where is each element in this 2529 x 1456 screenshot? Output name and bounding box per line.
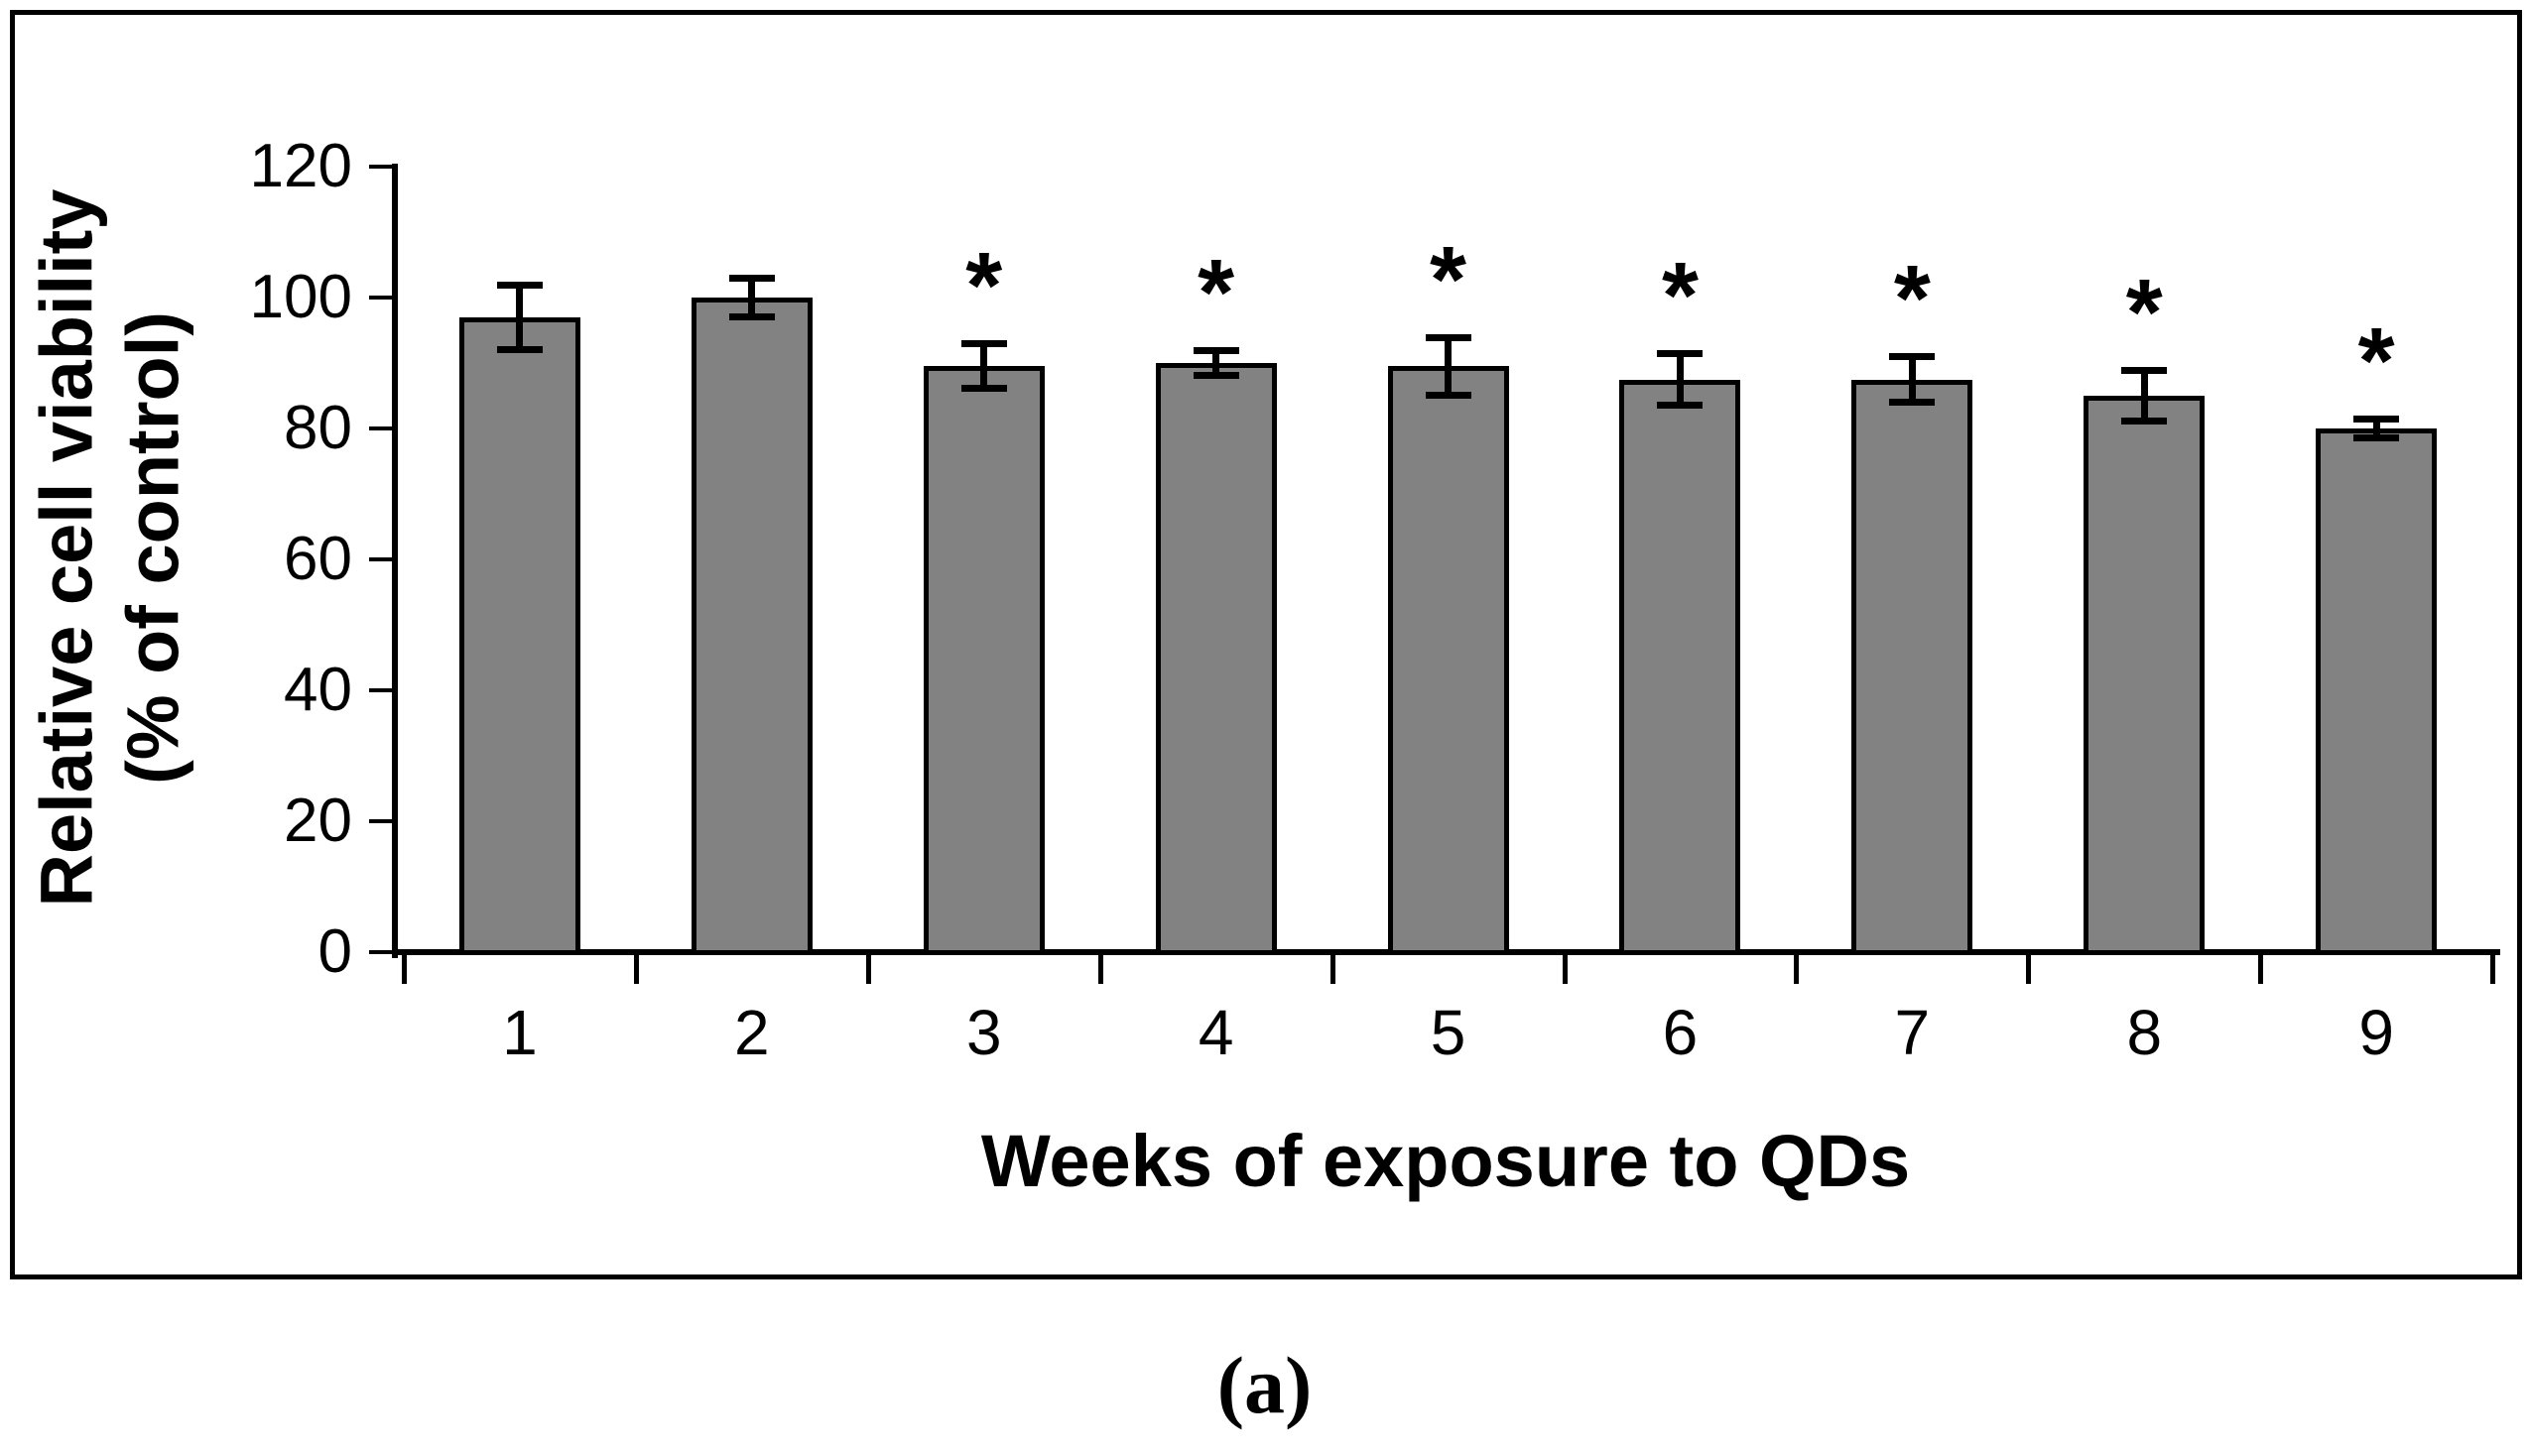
x-tick [2026,952,2032,984]
y-tick [369,296,393,300]
y-tick-label: 80 [284,394,352,462]
y-tick-label: 100 [249,263,352,331]
y-tick [369,688,393,692]
error-bar-line [2140,369,2148,423]
error-bar-cap-bottom [960,385,1007,393]
error-bar-cap-bottom [496,345,543,353]
significance-asterisk: * [1893,246,1931,352]
significance-asterisk: * [2357,308,2395,415]
error-bar-cap-bottom [2353,433,2400,441]
x-axis-title: Weeks of exposure to QDs [980,1120,1911,1202]
y-tick-label: 40 [284,656,352,724]
error-bar-line [748,278,756,317]
y-tick [369,557,393,561]
error-bar-cap-top [728,275,775,283]
bar [2084,396,2206,955]
error-bar-line [1676,353,1684,406]
x-category-label: 9 [2358,997,2394,1068]
x-tick [2258,952,2264,984]
error-bar-line [516,284,524,350]
bar [458,316,580,955]
x-tick [1329,952,1335,984]
y-tick-label: 0 [317,917,352,986]
x-tick [1562,952,1568,984]
significance-asterisk: * [2125,259,2163,365]
y-tick-label: 60 [284,525,352,593]
bar [923,366,1045,955]
error-bar-cap-top [1657,350,1704,358]
error-bar-cap-top [1889,353,1936,361]
bar [1155,363,1277,955]
error-bar-cap-bottom [2121,418,2168,425]
error-bar-cap-top [2121,366,2168,374]
y-tick-label: 20 [284,787,352,855]
x-category-label: 8 [2126,997,2163,1068]
significance-asterisk: * [1661,243,1699,349]
bar [1387,366,1509,955]
error-bar-cap-top [960,340,1007,348]
error-bar-cap-bottom [728,312,775,320]
bar [1619,379,1741,955]
x-category-label: 3 [965,997,1002,1068]
error-bar-cap-top [1193,346,1239,354]
y-axis-title-line1: Relative cell viability [25,188,108,908]
error-bar-cap-top [496,281,543,289]
x-tick [1097,952,1103,984]
x-tick [2490,952,2496,984]
y-tick [369,165,393,169]
error-bar-line [1212,349,1220,377]
x-category-label: 1 [502,997,538,1068]
figure-caption: (a) [1216,1340,1313,1430]
error-bar-line [1445,336,1453,396]
error-bar-cap-top [1425,333,1471,341]
x-tick [633,952,639,984]
bar [691,298,813,955]
error-bar-cap-bottom [1193,372,1239,380]
error-bar-line [1908,356,1916,403]
error-bar-cap-bottom [1425,392,1471,399]
error-bar-cap-bottom [1657,401,1704,409]
y-tick [369,950,393,954]
significance-asterisk: * [1430,226,1467,332]
y-tick [369,426,393,430]
x-category-label: 7 [1894,997,1931,1068]
error-bar-line [2372,419,2380,438]
y-axis-title-line2: (% of control) [111,311,194,785]
y-axis-title: Relative cell viability (% of control) [25,92,208,1005]
x-tick [865,952,871,984]
x-tick [402,952,407,984]
x-category-label: 4 [1198,997,1234,1068]
x-category-label: 2 [734,997,770,1068]
error-bar-line [980,343,988,390]
significance-asterisk: * [1198,239,1235,345]
y-tick [369,819,393,823]
bar [1851,379,1973,955]
error-bar-cap-bottom [1889,398,1936,406]
bar [2316,428,2438,955]
y-axis-line [392,164,398,958]
x-tick [1794,952,1800,984]
significance-asterisk: * [965,233,1003,339]
x-category-label: 6 [1662,997,1699,1068]
y-tick-label: 120 [249,132,352,200]
error-bar-cap-top [2353,416,2400,424]
x-category-label: 5 [1430,997,1466,1068]
